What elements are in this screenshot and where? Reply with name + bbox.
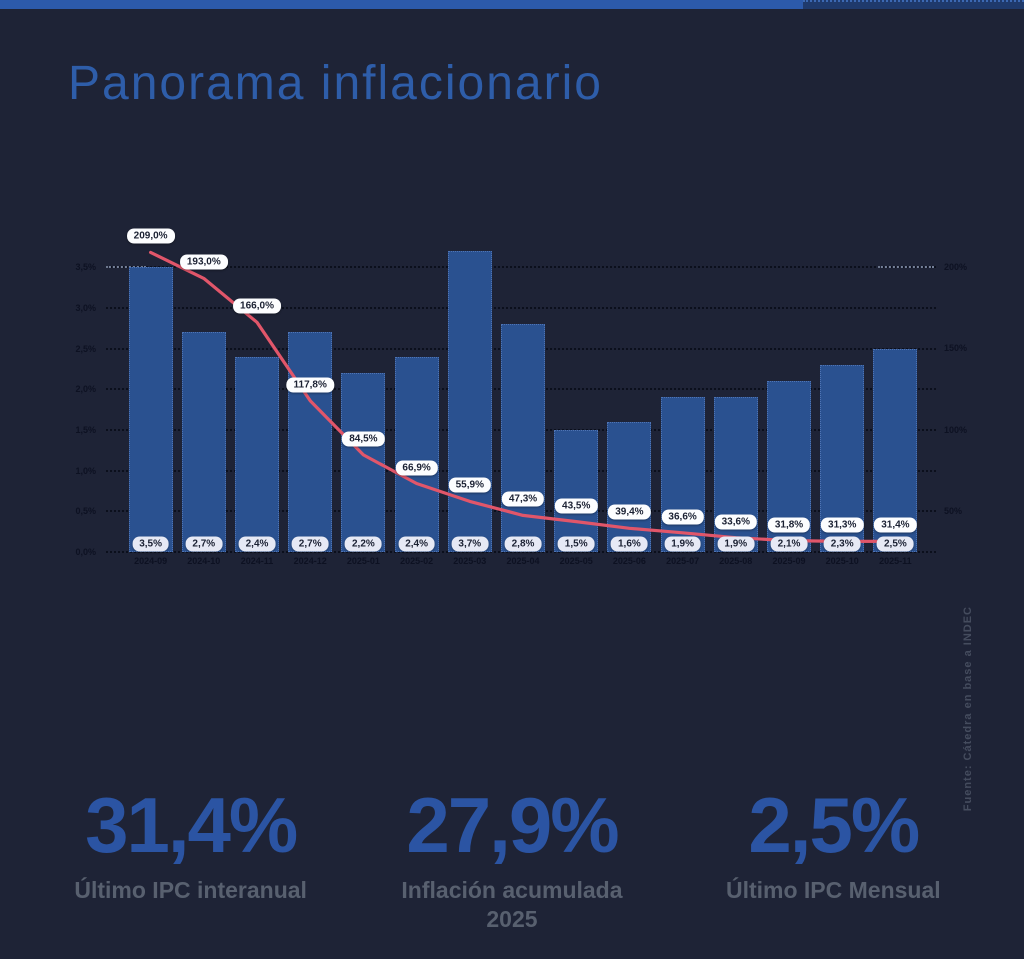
gridline-highlight — [878, 266, 934, 269]
gridline — [106, 306, 936, 309]
page-title: Panorama inflacionario — [68, 57, 603, 110]
bar-value-pill: 2,3% — [823, 536, 861, 552]
x-axis-tick: 2025-02 — [400, 556, 434, 566]
line-value-pill: 33,6% — [714, 514, 757, 530]
x-axis-tick: 2024-09 — [134, 556, 168, 566]
bar-2025-07 — [660, 397, 705, 552]
bar-value-pill: 2,5% — [876, 536, 914, 552]
x-axis-tick: 2025-01 — [346, 556, 380, 566]
bar-value-pill: 1,9% — [664, 536, 701, 552]
bar-value-pill: 2,1% — [770, 536, 808, 552]
stat-ipc-interanual: 31,4% Último IPC interanual — [30, 786, 351, 934]
stat-label-acumulada: Inflación acumulada 2025 — [401, 877, 623, 932]
y-axis-tick-left: 1,0% — [75, 465, 96, 476]
bar-2024-09 — [128, 267, 173, 552]
x-axis-tick: 2025-08 — [719, 556, 753, 566]
line-value-pill: 55,9% — [448, 477, 491, 493]
line-value-pill: 36,6% — [661, 509, 704, 525]
line-value-pill: 31,8% — [767, 517, 811, 533]
y-axis-tick-left: 1,5% — [75, 424, 96, 435]
gridline — [106, 266, 936, 269]
bar-value-pill: 3,7% — [451, 536, 489, 552]
line-value-pill: 84,5% — [342, 431, 385, 447]
bar-value-pill: 2,4% — [238, 536, 276, 552]
bar-value-pill: 2,7% — [185, 536, 223, 552]
x-axis-tick: 2024-12 — [293, 556, 327, 566]
stat-label-interanual: Último IPC interanual — [74, 877, 307, 903]
line-value-pill: 193,0% — [179, 254, 228, 270]
line-value-pill: 39,4% — [608, 504, 651, 520]
line-value-pill: 166,0% — [233, 298, 281, 314]
y-axis-tick-right: 50% — [944, 506, 963, 516]
bar-2025-05 — [554, 429, 599, 552]
bar-value-pill: 2,4% — [398, 536, 435, 552]
y-axis-tick-left: 0,5% — [75, 506, 96, 517]
line-value-pill: 47,3% — [501, 491, 545, 507]
y-axis-tick-left: 3,0% — [75, 302, 96, 313]
top-accent-bar-secondary — [803, 0, 1024, 9]
bar-2024-11 — [235, 356, 279, 552]
x-axis-tick: 2025-03 — [453, 556, 487, 566]
y-axis-tick-right: 100% — [944, 424, 968, 435]
bar-2025-06 — [607, 421, 652, 552]
source-note: Fuente: Cátedra en base a INDEC — [962, 606, 974, 812]
y-axis-tick-left: 0,0% — [75, 547, 96, 557]
bar-value-pill: 3,5% — [132, 536, 169, 552]
line-value-pill: 31,4% — [874, 517, 917, 533]
stat-label-mensual: Último IPC Mensual — [725, 877, 941, 903]
bar-value-pill: 2,2% — [344, 536, 382, 552]
x-axis-tick: 2024-11 — [240, 556, 274, 566]
stat-value-acumulada: 27,9% — [406, 781, 619, 869]
gridline-highlight — [106, 266, 146, 269]
top-accent-bar — [0, 0, 803, 9]
bar-value-pill: 2,7% — [291, 536, 329, 552]
line-value-pill: 117,8% — [286, 377, 334, 393]
x-axis-tick: 2025-09 — [772, 556, 806, 566]
stat-ipc-mensual: 2,5% Último IPC Mensual — [673, 786, 994, 934]
x-axis-tick: 2025-07 — [666, 556, 700, 566]
bar-value-pill: 1,6% — [610, 536, 648, 552]
y-axis-tick-left: 2,0% — [75, 384, 96, 395]
bar-2025-04 — [501, 324, 545, 552]
line-value-pill: 43,5% — [555, 498, 598, 514]
bar-value-pill: 2,8% — [504, 536, 542, 552]
x-axis-tick: 2025-11 — [879, 556, 912, 566]
x-axis-tick: 2025-04 — [506, 556, 540, 566]
y-axis-tick-left: 3,5% — [75, 262, 96, 273]
stats-row: 31,4% Último IPC interanual 27,9% Inflac… — [30, 786, 994, 934]
gridline — [106, 551, 936, 553]
y-axis-tick-left: 2,5% — [75, 343, 96, 354]
y-axis-tick-right: 200% — [944, 262, 968, 272]
bar-value-pill: 1,9% — [717, 536, 755, 552]
y-axis-tick-right: 150% — [944, 343, 968, 354]
line-value-pill: 209,0% — [126, 228, 175, 244]
bar-2024-10 — [181, 332, 226, 552]
bar-2025-03 — [447, 250, 492, 552]
x-axis-tick: 2025-10 — [825, 556, 859, 566]
x-axis-tick: 2024-10 — [187, 556, 221, 566]
stat-value-mensual: 2,5% — [748, 781, 920, 869]
line-value-pill: 66,9% — [395, 460, 438, 476]
stat-value-interanual: 31,4% — [85, 781, 298, 869]
stat-inflacion-acumulada: 27,9% Inflación acumulada 2025 — [351, 786, 672, 934]
bar-value-pill: 1,5% — [557, 536, 595, 552]
bar-2025-01 — [341, 372, 386, 552]
bar-2025-02 — [394, 356, 439, 552]
x-axis-tick: 2025-05 — [559, 556, 593, 566]
bar-2024-12 — [288, 332, 333, 552]
x-axis-tick: 2025-06 — [612, 556, 646, 566]
line-value-pill: 31,3% — [821, 517, 864, 533]
